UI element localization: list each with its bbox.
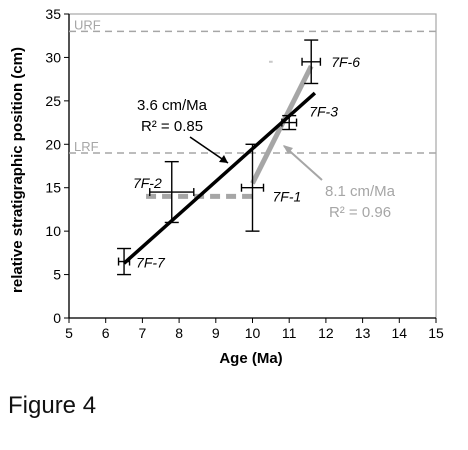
y-tick-label: 25 <box>45 93 61 109</box>
x-tick-label: 5 <box>65 325 73 341</box>
reference-line-label: URF <box>74 17 101 32</box>
y-tick-label: 0 <box>53 310 61 326</box>
x-axis-title: Age (Ma) <box>219 350 282 367</box>
point-label: 7F-2 <box>133 175 162 191</box>
y-tick-label: 5 <box>53 267 61 283</box>
x-tick-label: 10 <box>245 325 261 341</box>
figure-caption: Figure 4 <box>8 392 97 419</box>
x-tick-label: 14 <box>392 325 408 341</box>
point-label: 7F-7 <box>136 255 166 271</box>
y-tick-label: 20 <box>45 136 61 152</box>
labels-layer: Age (Ma) relative stratigraphic position… <box>9 47 396 367</box>
fit-rate-label-grey: 8.1 cm/Ma <box>325 183 396 200</box>
y-tick-label: 15 <box>45 180 61 196</box>
reference-lines-layer: URF LRF <box>69 17 436 154</box>
y-tick-label: 30 <box>45 49 61 65</box>
x-tick-label: 6 <box>102 325 110 341</box>
point-label: 7F-1 <box>273 189 302 205</box>
x-tick-label: 13 <box>355 325 371 341</box>
fit-lines-layer <box>122 60 317 265</box>
fit-r2-label-grey: R² = 0.96 <box>329 204 391 221</box>
x-tick-label: 15 <box>428 325 444 341</box>
point-label: 7F-3 <box>309 104 338 120</box>
y-tick-label: 35 <box>45 6 61 22</box>
x-tick-label: 9 <box>212 325 220 341</box>
annotation-arrowhead-black <box>219 155 228 163</box>
x-tick-label: 8 <box>175 325 183 341</box>
annotation-arrow-grey <box>283 145 323 181</box>
point-label: 7F-6 <box>331 54 360 70</box>
y-tick-label: 10 <box>45 223 61 239</box>
data-points-layer <box>117 39 322 276</box>
fit-rate-label-black: 3.6 cm/Ma <box>137 97 208 114</box>
y-axis-title: relative stratigraphic position (cm) <box>9 47 26 293</box>
fit-line-black <box>122 91 317 265</box>
x-tick-label: 12 <box>318 325 334 341</box>
annotation-arrowhead-grey <box>283 145 293 154</box>
reference-line-label: LRF <box>74 139 99 154</box>
fit-r2-label-black: R² = 0.85 <box>141 118 203 135</box>
x-tick-label: 7 <box>139 325 147 341</box>
x-tick-label: 11 <box>282 325 297 341</box>
